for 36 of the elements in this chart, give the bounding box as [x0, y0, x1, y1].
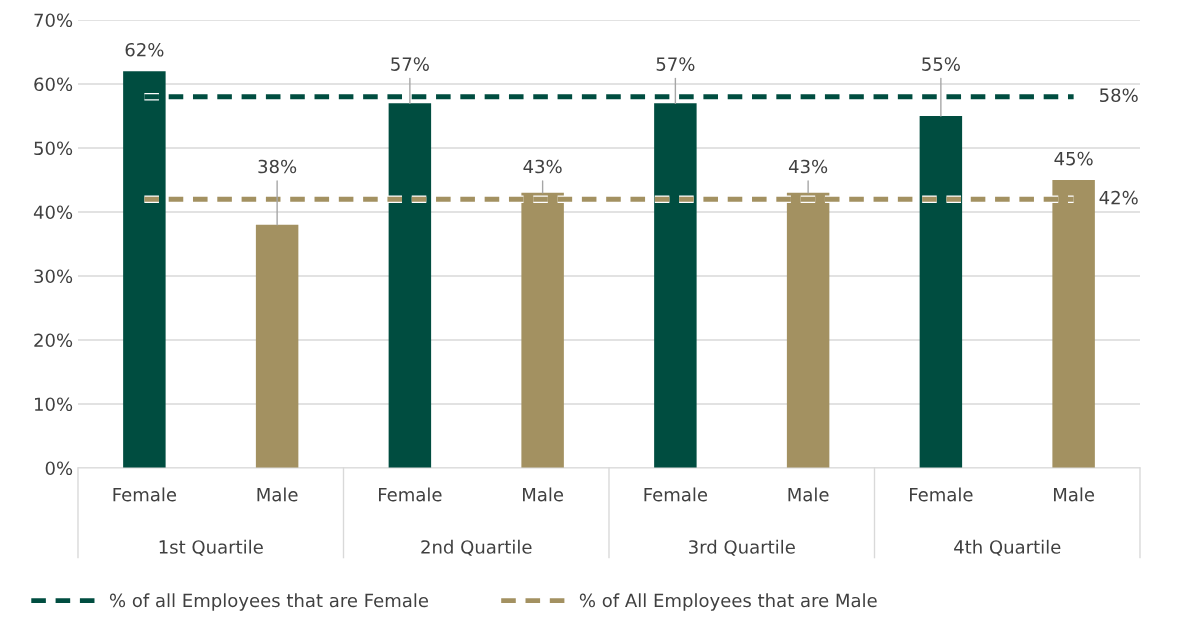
- data-label: 45%: [1054, 151, 1093, 166]
- bar: [388, 103, 432, 468]
- y-tick-label: 60%: [34, 77, 73, 92]
- text: 1st Quartile: [159, 539, 263, 556]
- data-label: 57%: [391, 57, 429, 71]
- y-tick-label: 0%: [45, 461, 73, 476]
- y-tick-label: 40%: [33, 205, 73, 220]
- y-tick-label: 50%: [34, 141, 73, 156]
- data-label: 55%: [922, 57, 960, 71]
- x-tick-label: Male: [788, 487, 829, 502]
- y-tick-label: 30%: [34, 269, 73, 284]
- data-label: 43%: [523, 159, 562, 174]
- text: 2nd Quartile: [421, 539, 532, 556]
- data-label: 57%: [656, 57, 695, 71]
- legend-label: % of all Employees that are Female: [109, 593, 429, 611]
- bar: [654, 103, 697, 468]
- y-tick-label: 10%: [34, 397, 73, 412]
- bar: [255, 224, 299, 468]
- x-tick-label: Female: [113, 487, 177, 502]
- data-label: 62%: [125, 42, 164, 57]
- bar: [919, 116, 963, 468]
- data-label: 58%: [1100, 88, 1138, 103]
- data-label: 38%: [258, 159, 297, 174]
- legend-label: % of All Employees that are Male: [579, 593, 877, 611]
- x-tick-label: Female: [644, 487, 708, 502]
- x-tick-label: Female: [910, 487, 973, 502]
- text: 4th Quartile: [954, 539, 1061, 556]
- y-tick-label: 70%: [34, 13, 73, 28]
- x-tick-label: Male: [1054, 487, 1095, 502]
- data-label: 43%: [788, 159, 828, 174]
- x-tick-label: Male: [257, 487, 298, 502]
- text: 3rd Quartile: [689, 539, 795, 556]
- x-tick-label: Male: [523, 487, 564, 502]
- data-label: 42%: [1099, 190, 1138, 205]
- y-tick-label: 20%: [34, 333, 73, 348]
- x-tick-label: Female: [379, 487, 442, 502]
